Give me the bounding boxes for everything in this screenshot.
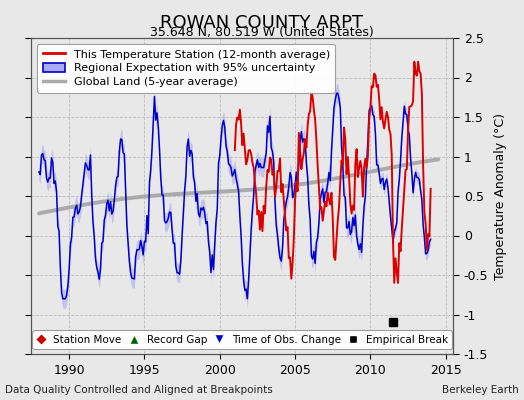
- Text: ROWAN COUNTY ARPT: ROWAN COUNTY ARPT: [160, 14, 364, 32]
- Text: 35.648 N, 80.519 W (United States): 35.648 N, 80.519 W (United States): [150, 26, 374, 39]
- Legend: Station Move, Record Gap, Time of Obs. Change, Empirical Break: Station Move, Record Gap, Time of Obs. C…: [32, 330, 452, 349]
- Text: Data Quality Controlled and Aligned at Breakpoints: Data Quality Controlled and Aligned at B…: [5, 385, 273, 395]
- Text: Berkeley Earth: Berkeley Earth: [442, 385, 519, 395]
- Y-axis label: Temperature Anomaly (°C): Temperature Anomaly (°C): [494, 112, 507, 280]
